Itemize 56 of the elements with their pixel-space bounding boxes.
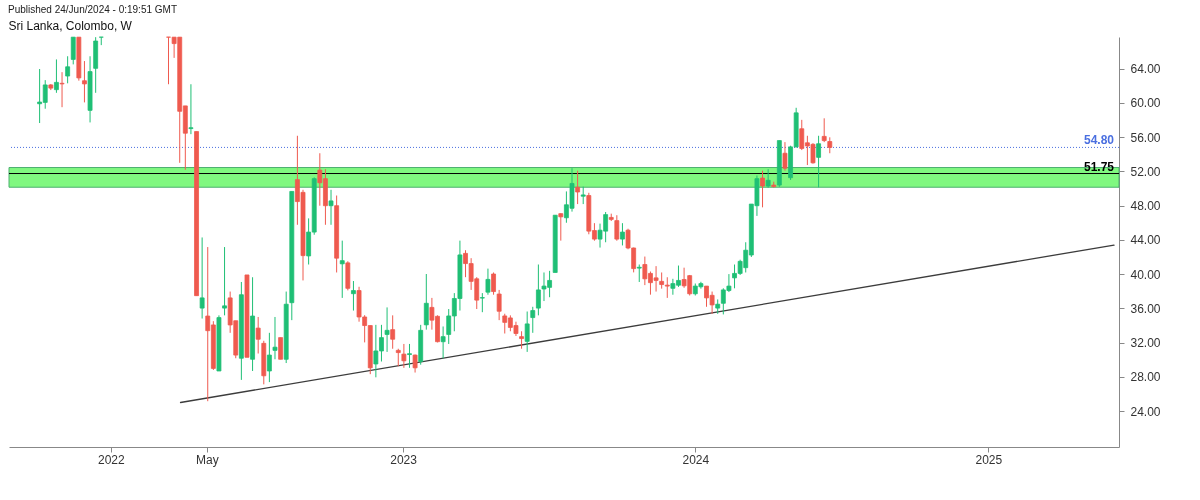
candlestick [485,268,491,296]
chart-title: Sri Lanka, Colombo, W [8,18,133,33]
candlestick [188,83,194,135]
candlestick [614,214,620,242]
candlestick [423,273,429,331]
candlestick [339,240,345,299]
candlestick [440,325,446,359]
candlestick [65,55,71,84]
candlestick [272,316,278,360]
x-tick-label: 2023 [390,452,418,467]
candlestick [222,246,227,316]
candlestick [491,271,496,296]
candlestick [524,311,530,353]
candlestick [479,292,485,313]
candlestick [390,314,396,350]
candlestick [278,337,283,360]
candlestick [59,71,65,108]
x-tick-label: May [196,452,219,467]
candlestick [765,168,771,189]
y-tick-label: 56.00 [1130,130,1161,145]
candlestick [530,306,536,334]
candlestick [255,316,261,355]
candlestick [401,343,407,369]
candlestick [328,189,334,226]
candlestick [82,60,87,103]
candlestick [54,58,59,94]
candlestick [620,222,625,246]
ref-line-label: 51.75 [1083,159,1115,174]
y-tick-label: 32.00 [1130,336,1161,351]
y-tick-label: 44.00 [1130,233,1161,248]
candlestick [407,343,412,369]
y-tick-label: 40.00 [1130,267,1161,282]
candlestick [496,289,502,321]
x-tick-label: 2022 [98,452,126,467]
x-tick-label: 2024 [682,452,710,467]
y-tick-label: 36.00 [1130,301,1161,316]
candlestick [199,236,205,320]
y-tick-label: 28.00 [1130,370,1161,385]
candlestick [575,170,581,205]
candlestick [70,36,76,65]
ref-line-label: 54.80 [1083,133,1115,148]
candlestick [821,117,827,143]
y-tick-label: 60.00 [1130,96,1161,111]
y-tick-label: 48.00 [1130,199,1161,214]
y-tick-label: 52.00 [1130,164,1161,179]
text: Published 24/Jun/2024 - 0:19:51 GMT [8,4,178,15]
x-tick-label: 2025 [975,452,1003,467]
candlestick [351,280,356,312]
candlestick [760,170,765,208]
candlestick [558,212,564,242]
candlestick [266,332,272,383]
y-tick-label: 64.00 [1130,62,1161,77]
y-tick-label: 24.00 [1130,404,1161,419]
candlestick [782,141,788,172]
candlestick [816,135,821,188]
candlestick [384,306,390,353]
